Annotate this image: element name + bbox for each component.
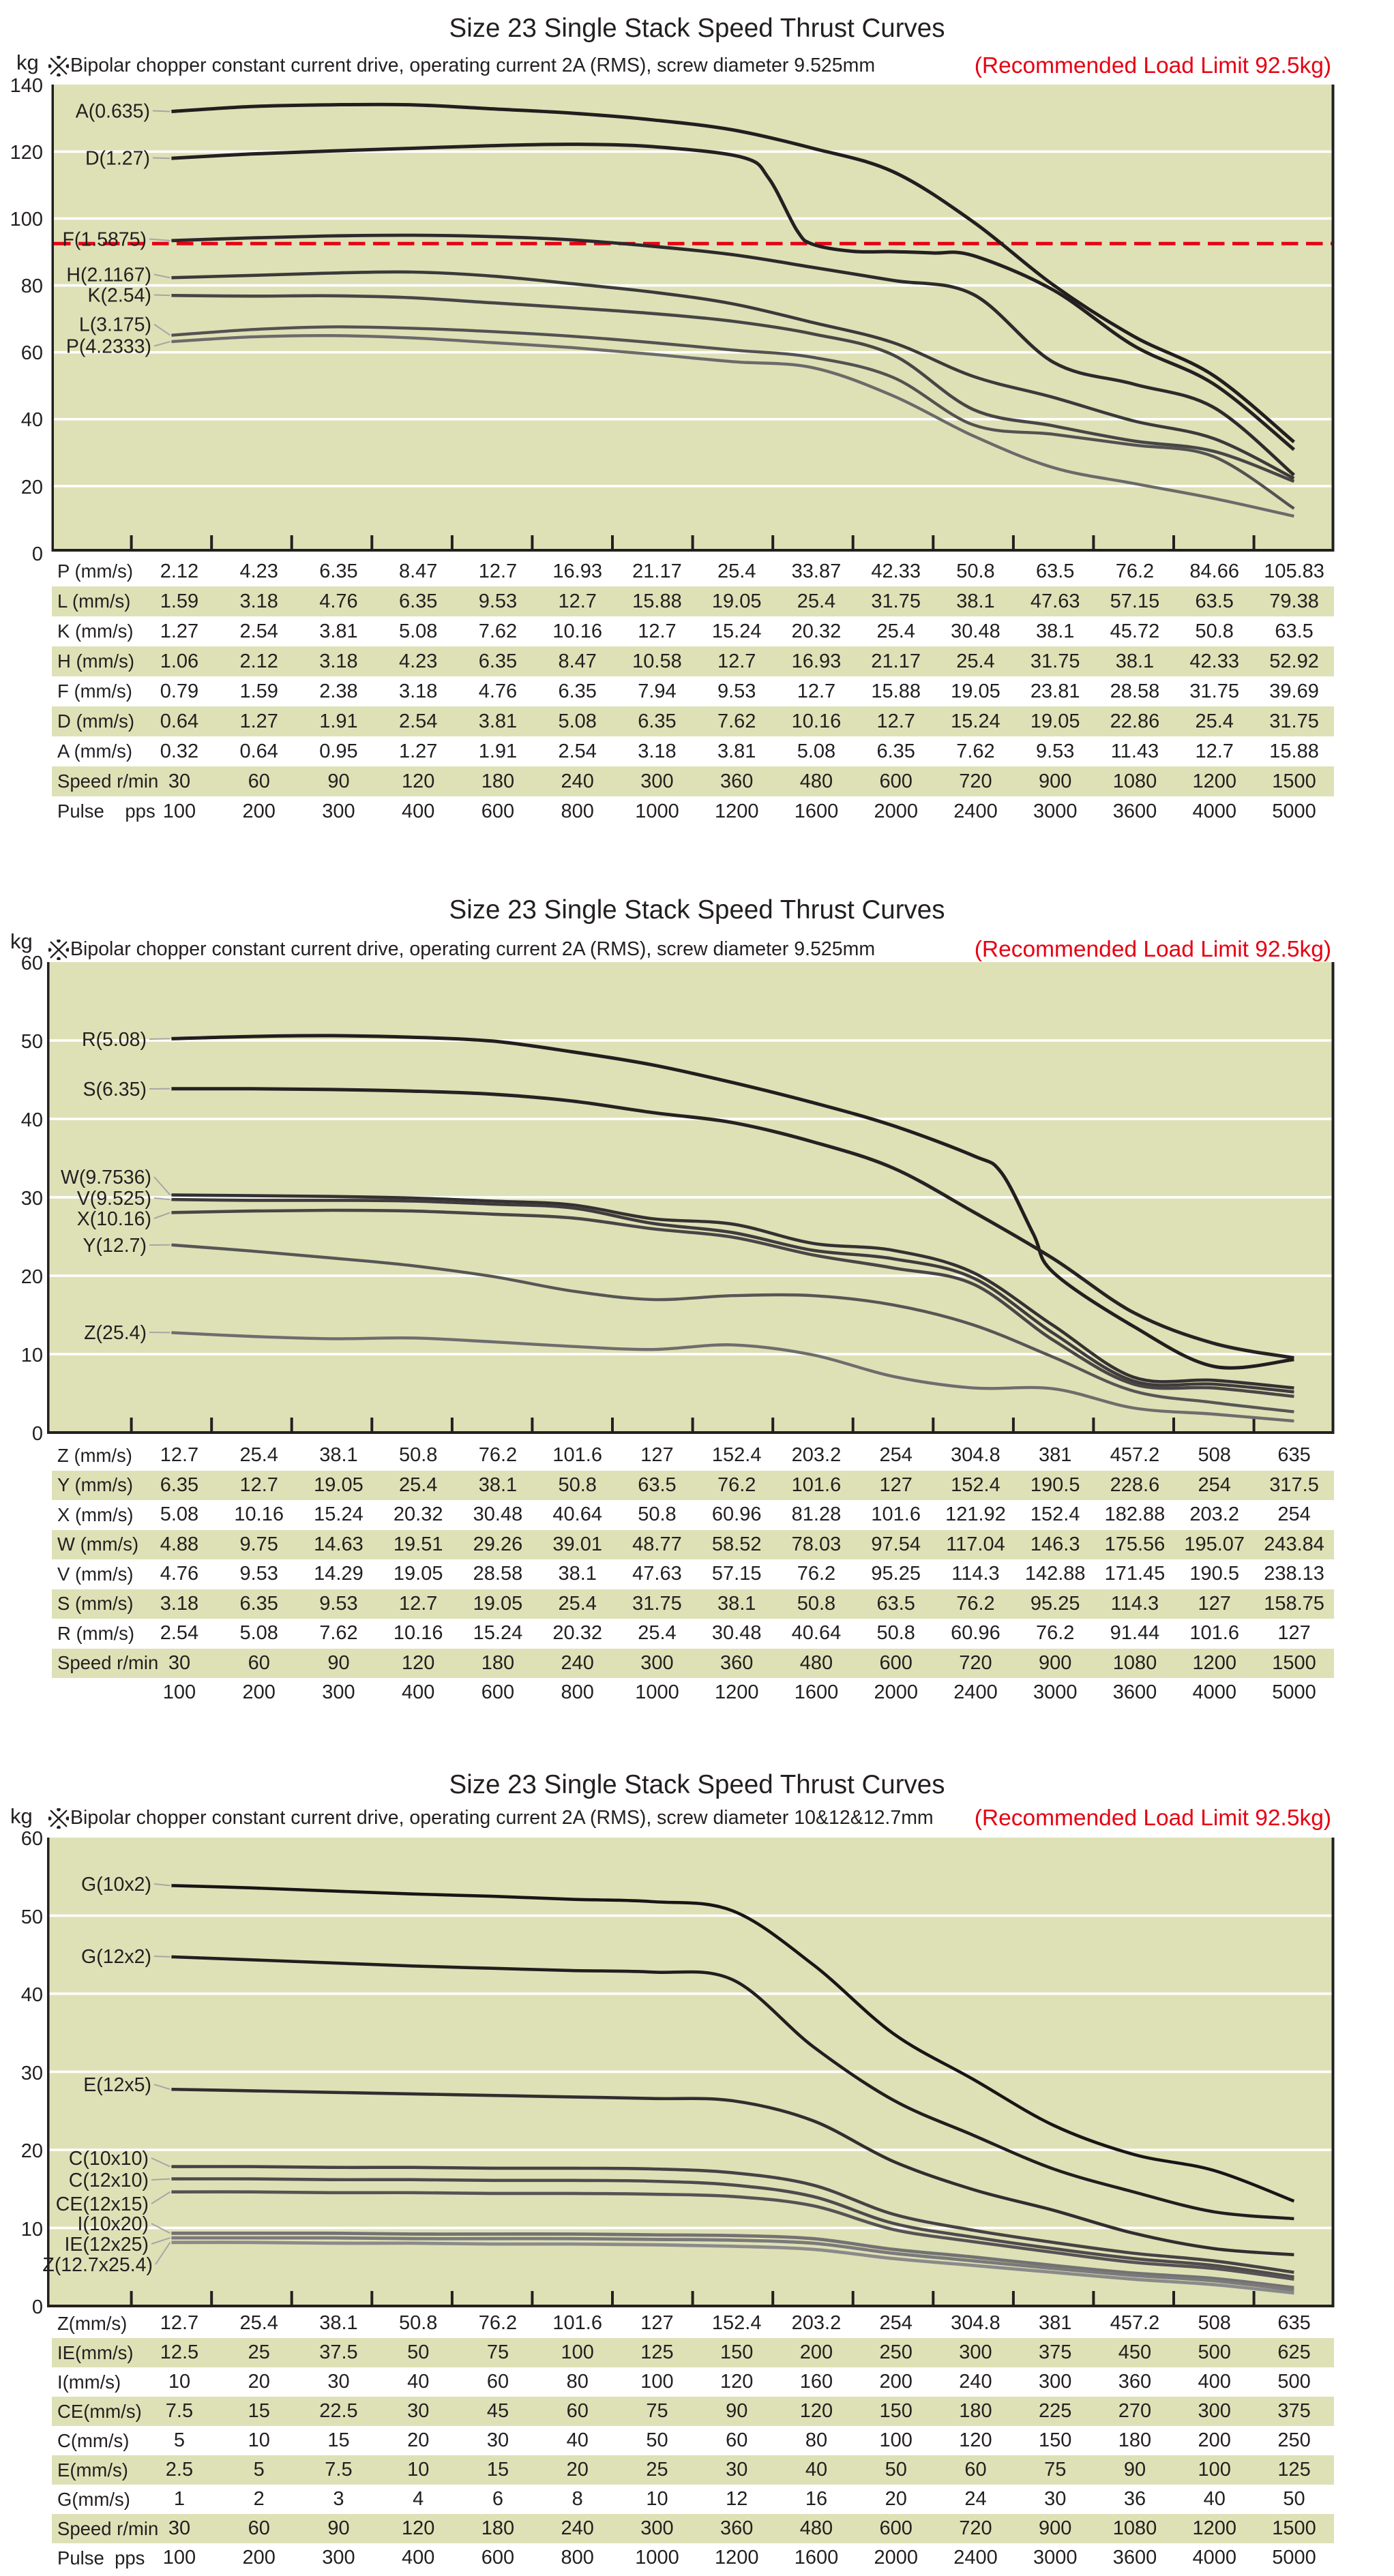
svg-text:C(12x10): C(12x10) [69, 2170, 149, 2191]
svg-text:X(10.16): X(10.16) [77, 1208, 151, 1230]
svg-text:I(10x20): I(10x20) [77, 2213, 149, 2235]
svg-text:CE(12x15): CE(12x15) [56, 2193, 149, 2215]
svg-text:F(1.5875): F(1.5875) [62, 228, 147, 250]
svg-text:C(10x10): C(10x10) [69, 2148, 149, 2170]
svg-text:S(6.35): S(6.35) [83, 1079, 147, 1100]
svg-text:Z(25.4): Z(25.4) [84, 1322, 147, 1344]
svg-text:L(3.175): L(3.175) [79, 314, 151, 335]
svg-text:E(12x5): E(12x5) [83, 2074, 151, 2096]
svg-text:Z(12.7x25.4): Z(12.7x25.4) [42, 2254, 153, 2276]
svg-text:IE(12x25): IE(12x25) [64, 2234, 149, 2256]
svg-text:D(1.27): D(1.27) [85, 147, 150, 169]
svg-text:R(5.08): R(5.08) [82, 1029, 147, 1051]
svg-text:G(12x2): G(12x2) [81, 1946, 151, 1968]
svg-text:P(4.2333): P(4.2333) [66, 335, 151, 357]
svg-text:A(0.635): A(0.635) [76, 100, 150, 122]
svg-text:H(2.1167): H(2.1167) [66, 264, 151, 286]
svg-text:V(9.525): V(9.525) [77, 1188, 151, 1210]
svg-text:W(9.7536): W(9.7536) [61, 1167, 151, 1188]
svg-text:K(2.54): K(2.54) [88, 284, 151, 306]
svg-text:G(10x2): G(10x2) [81, 1874, 151, 1896]
svg-text:Y(12.7): Y(12.7) [83, 1235, 147, 1257]
